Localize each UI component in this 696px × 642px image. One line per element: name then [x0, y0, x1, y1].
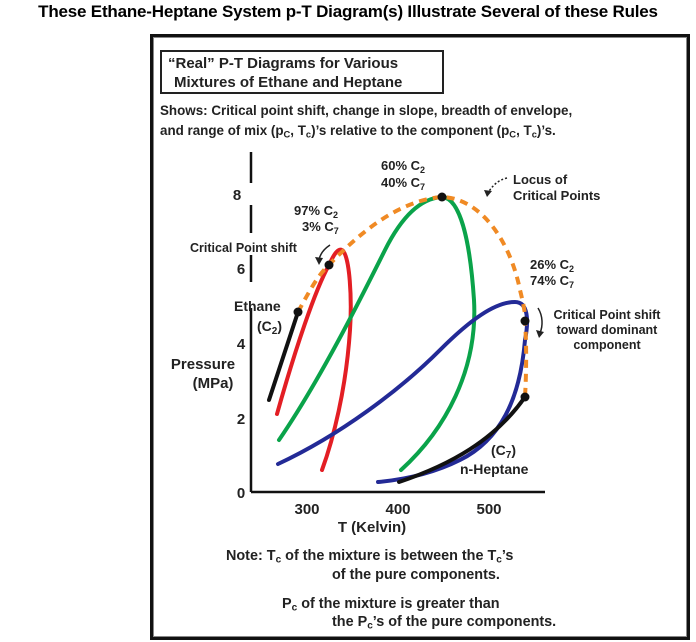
figure-title-box: “Real” P-T Diagrams for Various Mixtures… [160, 50, 444, 94]
mix-97-3-critical-point [324, 260, 334, 270]
curves [267, 194, 530, 484]
label-60-c2: 60% C2 [381, 158, 425, 175]
label-26-c2: 26% C2 [530, 257, 574, 274]
y-tick-6: 6 [237, 261, 245, 278]
axes [249, 152, 545, 494]
figure-title-line2: Mixtures of Ethane and Heptane [174, 74, 403, 91]
critical-points [293, 192, 530, 402]
label-3-c7: 3% C7 [302, 219, 339, 236]
annotation-arrows [315, 177, 544, 338]
mix-60-40-curve [277, 194, 477, 472]
locus-arrow [487, 177, 508, 194]
ethane-critical-point [293, 307, 303, 317]
note-line1: Note: Tc of the mixture is between the T… [226, 548, 514, 566]
shows-description: Shows: Critical point shift, change in s… [160, 101, 680, 144]
heptane-curve [397, 395, 527, 484]
mix-60-40-critical-point [437, 192, 447, 202]
label-40-c7: 40% C7 [381, 175, 425, 192]
label-cp-dominant-3: component [573, 338, 641, 352]
note-line4: the Pc’s of the pure components. [332, 614, 557, 632]
cp-shift-arrowhead [315, 257, 323, 265]
x-axis-label: T (Kelvin) [338, 519, 406, 536]
cp-dominant-arrowhead [536, 330, 544, 338]
x-tick-300: 300 [294, 501, 319, 518]
y-tick-0: 0 [237, 485, 245, 502]
label-n-heptane: n-Heptane [460, 461, 529, 477]
label-heptane-formula: (C7) [491, 442, 516, 461]
mix-26-74-critical-point [520, 316, 530, 326]
mix-26-74-curve [276, 299, 530, 484]
label-locus-2: Critical Points [513, 188, 600, 203]
annotations: 60% C2 40% C7 Locus of Critical Points 9… [190, 158, 661, 477]
y-tick-8: 8 [233, 187, 241, 204]
heptane-critical-point [520, 392, 530, 402]
x-tick-500: 500 [476, 501, 501, 518]
note-line3: Pc of the mixture is greater than [282, 596, 500, 614]
figure-frame [150, 34, 690, 640]
shows-line2: and range of mix (pC, Tc)’s relative to … [160, 123, 556, 140]
y-axis-label-2: (MPa) [193, 375, 234, 392]
ethane-curve [267, 310, 300, 402]
y-tick-2: 2 [237, 411, 245, 428]
page-title: These Ethane-Heptane System p-T Diagram(… [38, 2, 658, 21]
label-ethane-formula: (C2) [257, 318, 282, 337]
cp-dominant-arrow [537, 307, 543, 334]
label-cp-dominant-2: toward dominant [557, 323, 659, 337]
figure-title-line1: “Real” P-T Diagrams for Various [168, 55, 399, 72]
note-line2: of the pure components. [332, 567, 500, 583]
label-locus-1: Locus of [513, 172, 568, 187]
shows-line1: Shows: Critical point shift, change in s… [160, 103, 573, 118]
label-97-c2: 97% C2 [294, 203, 338, 220]
y-axis-label-1: Pressure [171, 356, 235, 373]
label-74-c7: 74% C7 [530, 273, 574, 290]
y-tick-4: 4 [237, 336, 246, 353]
label-critical-point-shift: Critical Point shift [190, 241, 298, 255]
locus-arrowhead [484, 190, 492, 197]
label-ethane: Ethane [234, 298, 281, 314]
x-tick-labels: 300 400 500 [294, 501, 501, 518]
x-tick-400: 400 [385, 501, 410, 518]
y-tick-labels: 8 6 4 2 0 [233, 187, 246, 502]
label-cp-dominant-1: Critical Point shift [554, 308, 662, 322]
